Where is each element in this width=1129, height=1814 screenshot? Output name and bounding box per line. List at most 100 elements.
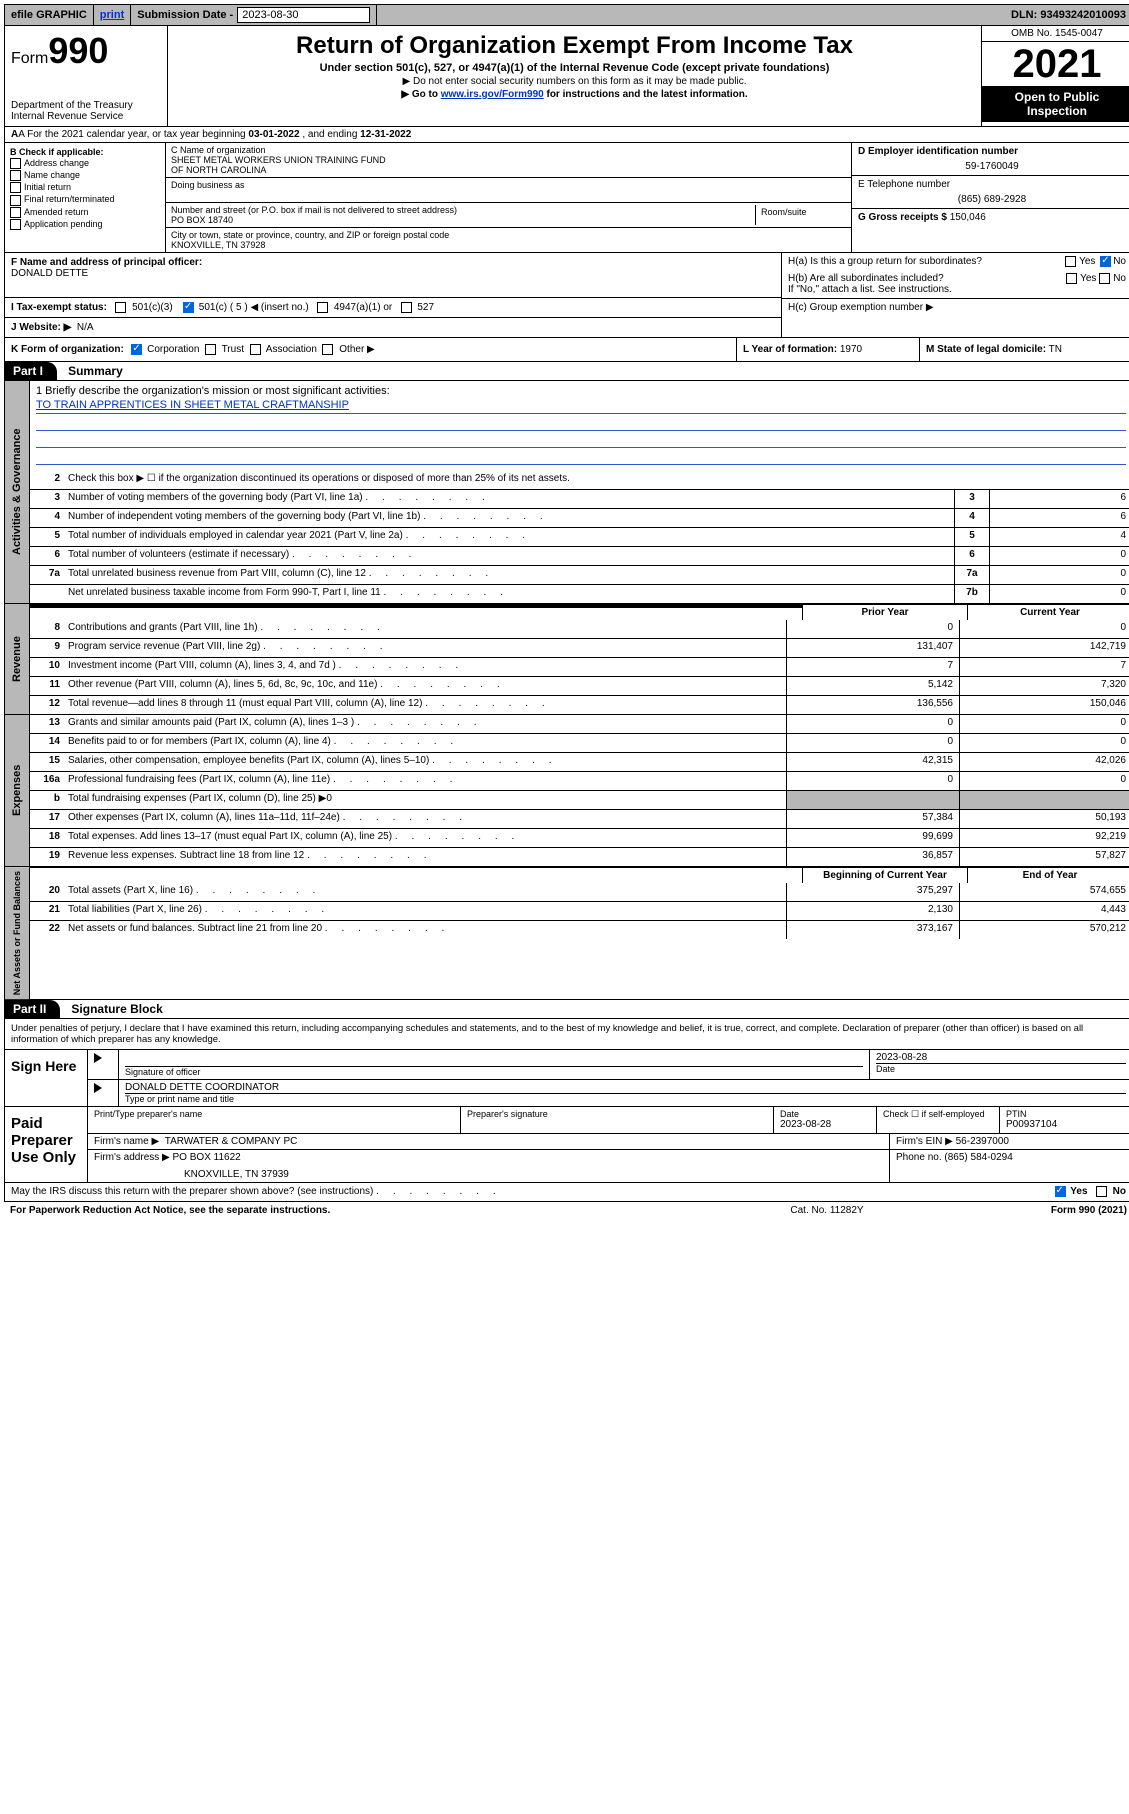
- part-ii-header: Part II Signature Block: [4, 1000, 1129, 1019]
- chk-ha-yes[interactable]: [1065, 256, 1076, 267]
- discuss-row: May the IRS discuss this return with the…: [4, 1183, 1129, 1201]
- principal-officer-label: F Name and address of principal officer:: [11, 257, 202, 268]
- chk-discuss-no[interactable]: [1096, 1186, 1107, 1197]
- paid-preparer-label: Paid Preparer Use Only: [5, 1107, 88, 1182]
- summary-line: 10Investment income (Part VIII, column (…: [30, 657, 1129, 676]
- side-governance: Activities & Governance: [5, 381, 30, 603]
- open-public-badge: Open to Public Inspection: [982, 86, 1129, 122]
- footer: For Paperwork Reduction Act Notice, see …: [4, 1202, 1129, 1219]
- tax-year: 2021: [982, 42, 1129, 86]
- cat-no: Cat. No. 11282Y: [727, 1205, 927, 1216]
- net-col-headers: Beginning of Current Year End of Year: [30, 867, 1129, 883]
- summary-line: 4Number of independent voting members of…: [30, 508, 1129, 527]
- chk-ha-no[interactable]: [1100, 256, 1111, 267]
- type-name-label: Type or print name and title: [125, 1093, 1126, 1104]
- summary-line: 17Other expenses (Part IX, column (A), l…: [30, 809, 1129, 828]
- city-label: City or town, state or province, country…: [171, 230, 846, 240]
- chk-4947[interactable]: [317, 302, 328, 313]
- ein-label: D Employer identification number: [858, 146, 1018, 157]
- tax-exempt-row: I Tax-exempt status: 501(c)(3) 501(c) ( …: [5, 298, 781, 318]
- org-name: SHEET METAL WORKERS UNION TRAINING FUND: [171, 155, 846, 165]
- summary-line: 18Total expenses. Add lines 13–17 (must …: [30, 828, 1129, 847]
- summary-line: 22Net assets or fund balances. Subtract …: [30, 920, 1129, 939]
- chk-501c[interactable]: [183, 302, 194, 313]
- summary-line: 8Contributions and grants (Part VIII, li…: [30, 620, 1129, 638]
- sig-date: 2023-08-28: [876, 1052, 1126, 1063]
- chk-hb-no[interactable]: [1099, 273, 1110, 284]
- firm-phone: (865) 584-0294: [944, 1152, 1012, 1163]
- efile-label: efile GRAPHIC: [5, 5, 94, 25]
- side-expenses: Expenses: [5, 715, 30, 866]
- form-title: Return of Organization Exempt From Incom…: [176, 32, 973, 60]
- ein-value: 59-1760049: [858, 161, 1126, 172]
- summary-line: 16aProfessional fundraising fees (Part I…: [30, 771, 1129, 790]
- summary-line: 19Revenue less expenses. Subtract line 1…: [30, 847, 1129, 866]
- form-ref: Form 990 (2021): [927, 1205, 1127, 1216]
- sig-officer-label: Signature of officer: [125, 1066, 863, 1077]
- chk-name-change[interactable]: [10, 170, 21, 181]
- summary-line: 2Check this box ▶ ☐ if the organization …: [30, 471, 1129, 489]
- form-of-org-row: K Form of organization: Corporation Trus…: [4, 338, 1129, 362]
- summary-line: Net unrelated business taxable income fr…: [30, 584, 1129, 603]
- summary-line: 20Total assets (Part X, line 16)375,2975…: [30, 883, 1129, 901]
- summary-line: 3Number of voting members of the governi…: [30, 489, 1129, 508]
- summary-line: 5Total number of individuals employed in…: [30, 527, 1129, 546]
- submission-date-value: 2023-08-30: [237, 7, 369, 23]
- mission-block: 1 Briefly describe the organization's mi…: [30, 381, 1129, 471]
- print-link[interactable]: print: [100, 9, 124, 21]
- firm-address-1: PO BOX 11622: [173, 1152, 241, 1163]
- tax-year-row: AA For the 2021 calendar year, or tax ye…: [4, 127, 1129, 143]
- principal-officer-name: DONALD DETTE: [11, 268, 88, 279]
- form-subtitle: Under section 501(c), 527, or 4947(a)(1)…: [176, 62, 973, 74]
- summary-line: 14Benefits paid to or for members (Part …: [30, 733, 1129, 752]
- checkbox-column: B Check if applicable: Address change Na…: [5, 143, 166, 252]
- dba-label: Doing business as: [171, 180, 846, 190]
- pra-notice: For Paperwork Reduction Act Notice, see …: [10, 1205, 727, 1216]
- chk-final-return[interactable]: [10, 195, 21, 206]
- chk-assoc[interactable]: [250, 344, 261, 355]
- form-header: Form990 Department of the Treasury Inter…: [4, 26, 1129, 127]
- part-i-header: Part I Summary: [4, 362, 1129, 381]
- perjury-statement: Under penalties of perjury, I declare th…: [5, 1019, 1129, 1049]
- side-net-assets: Net Assets or Fund Balances: [5, 867, 30, 999]
- identity-block: B Check if applicable: Address change Na…: [4, 143, 1129, 253]
- side-revenue: Revenue: [5, 604, 30, 714]
- chk-501c3[interactable]: [115, 302, 126, 313]
- officer-status-block: F Name and address of principal officer:…: [4, 253, 1129, 338]
- irs-link[interactable]: www.irs.gov/Form990: [441, 89, 544, 100]
- chk-address-change[interactable]: [10, 158, 21, 169]
- address-value: PO BOX 18740: [171, 215, 755, 225]
- chk-527[interactable]: [401, 302, 412, 313]
- chk-other[interactable]: [322, 344, 333, 355]
- group-exemption-row: H(c) Group exemption number ▶: [782, 298, 1129, 316]
- address-label: Number and street (or P.O. box if mail i…: [171, 205, 755, 215]
- chk-trust[interactable]: [205, 344, 216, 355]
- omb-number: OMB No. 1545-0047: [982, 26, 1129, 42]
- phone-value: (865) 689-2928: [858, 194, 1126, 205]
- pt-name-label: Print/Type preparer's name: [94, 1109, 454, 1119]
- chk-amended[interactable]: [10, 207, 21, 218]
- room-suite-label: Room/suite: [756, 205, 846, 225]
- website-row: J Website: ▶ N/A: [5, 318, 781, 337]
- ptin-value: P00937104: [1006, 1119, 1126, 1130]
- prep-sig-label: Preparer's signature: [467, 1109, 767, 1119]
- chk-discuss-yes[interactable]: [1055, 1186, 1066, 1197]
- chk-app-pending[interactable]: [10, 219, 21, 230]
- firm-name: TARWATER & COMPANY PC: [165, 1136, 298, 1147]
- chk-corp[interactable]: [131, 344, 142, 355]
- chk-hb-yes[interactable]: [1066, 273, 1077, 284]
- self-employed-check: Check ☐ if self-employed: [877, 1107, 1000, 1133]
- group-return-row: H(a) Is this a group return for subordin…: [782, 253, 1129, 270]
- officer-name-value: DONALD DETTE COORDINATOR: [125, 1082, 1126, 1093]
- firm-ein: 56-2397000: [956, 1136, 1009, 1147]
- mission-text[interactable]: TO TRAIN APPRENTICES IN SHEET METAL CRAF…: [36, 399, 349, 411]
- dln-label: DLN: 93493242010093: [1005, 5, 1129, 25]
- chk-initial-return[interactable]: [10, 182, 21, 193]
- subordinates-row: H(b) Are all subordinates included? Yes …: [782, 270, 1129, 298]
- instructions-link-line: ▶ Go to www.irs.gov/Form990 for instruct…: [176, 89, 973, 100]
- sign-here-label: Sign Here: [5, 1050, 88, 1106]
- summary-line: bTotal fundraising expenses (Part IX, co…: [30, 790, 1129, 809]
- summary-line: 21Total liabilities (Part X, line 26)2,1…: [30, 901, 1129, 920]
- summary-line: 9Program service revenue (Part VIII, lin…: [30, 638, 1129, 657]
- sig-date-label: Date: [876, 1063, 1126, 1074]
